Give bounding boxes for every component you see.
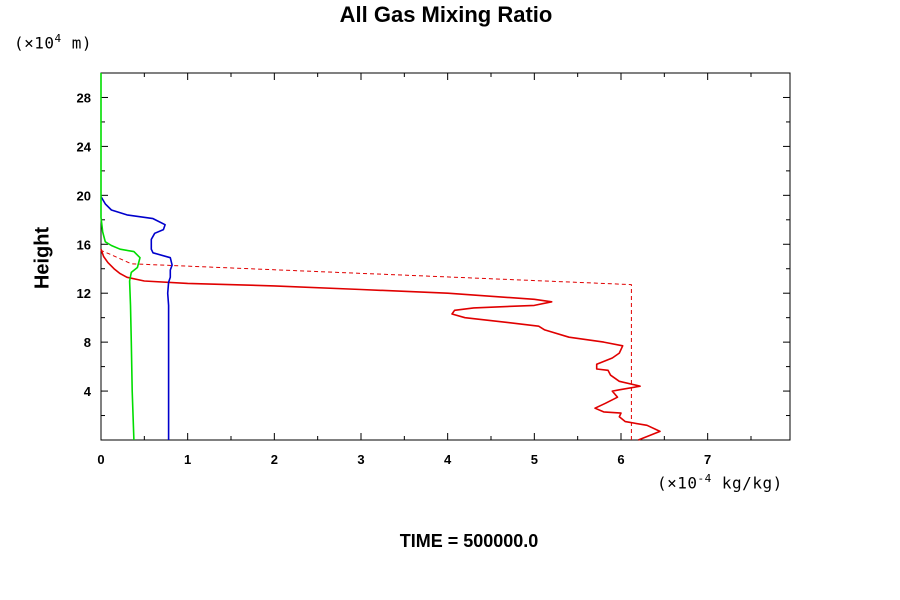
series-line-red-dashed: [100, 249, 632, 440]
x-unit-suffix: kg/kg): [711, 473, 783, 493]
y-axis-unit: (×104 m): [14, 32, 92, 52]
x-axis-unit: (×10-4 kg/kg): [657, 472, 783, 492]
series-line-green-solid: [100, 73, 141, 441]
x-unit-prefix: (×10: [657, 473, 698, 493]
y-tick-label: 4: [84, 384, 92, 399]
y-tick-label: 24: [77, 139, 92, 154]
y-tick-label: 8: [84, 335, 91, 350]
plot-frame: [100, 72, 791, 441]
time-label: TIME = 500000.0: [399, 531, 539, 551]
series-line-red-solid: [100, 248, 661, 441]
y-unit-exponent: 4: [54, 32, 62, 45]
x-tick-label: 4: [444, 452, 452, 467]
series-line-blue-solid: [100, 196, 173, 440]
chart-title: All Gas Mixing Ratio: [339, 2, 553, 27]
x-tick-label: 3: [357, 452, 364, 467]
x-tick-label: 0: [97, 452, 104, 467]
x-tick-label: 7: [704, 452, 711, 467]
y-tick-label: 28: [77, 90, 91, 105]
y-unit-suffix: m): [61, 33, 93, 53]
y-tick-label: 12: [77, 286, 91, 301]
x-tick-label: 2: [271, 452, 278, 467]
x-tick-label: 1: [184, 452, 191, 467]
y-tick-label: 16: [77, 237, 91, 252]
y-tick-label: 20: [77, 188, 91, 203]
x-unit-exponent: -4: [697, 472, 712, 485]
y-unit-prefix: (×10: [14, 33, 55, 53]
x-tick-label: 6: [617, 452, 624, 467]
x-tick-label: 5: [531, 452, 538, 467]
